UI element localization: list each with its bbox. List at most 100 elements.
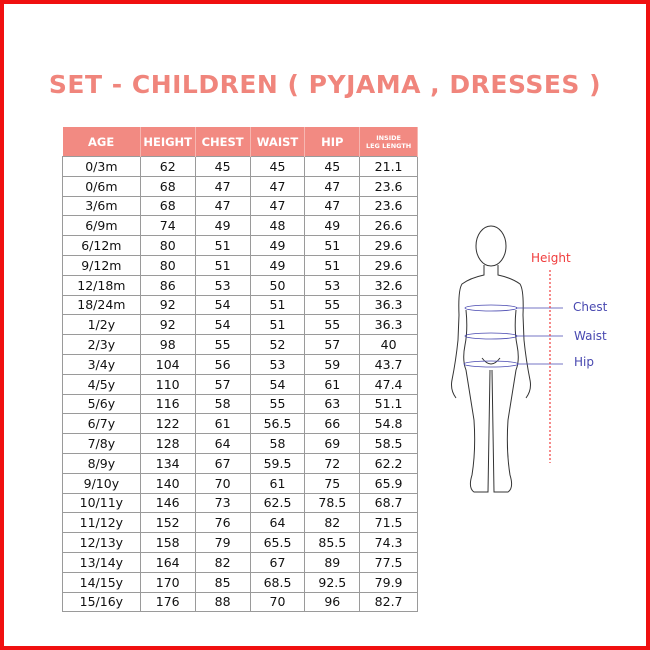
- table-cell: 51: [194, 235, 251, 256]
- table-cell: 53: [249, 353, 306, 375]
- table-cell: 29.6: [359, 235, 418, 256]
- table-cell: 67: [249, 551, 306, 573]
- table-cell: 80: [139, 235, 196, 256]
- table-cell: 15/16y: [62, 591, 141, 613]
- column-header: WAIST: [250, 127, 306, 157]
- table-cell: 12/18m: [62, 274, 141, 296]
- table-cell: 51.1: [359, 393, 418, 415]
- table-cell: 134: [139, 452, 196, 474]
- table-cell: 66: [304, 413, 361, 435]
- table-cell: 85: [194, 571, 251, 593]
- table-cell: 36.3: [359, 314, 418, 336]
- table-cell: 73: [194, 492, 251, 514]
- table-cell: 3/4y: [62, 353, 141, 375]
- table-cell: 26.6: [359, 215, 418, 237]
- table-cell: 82: [194, 551, 251, 573]
- table-cell: 23.6: [359, 175, 418, 197]
- table-cell: 59.5: [249, 452, 306, 474]
- table-cell: 78.5: [304, 492, 361, 514]
- table-cell: 0/3m: [62, 156, 141, 177]
- table-cell: 146: [139, 492, 196, 514]
- table-cell: 68: [139, 175, 196, 197]
- table-cell: 170: [139, 571, 196, 593]
- table-row: 15/16y 176 88 70 96 82.7: [62, 591, 418, 613]
- table-cell: 110: [139, 373, 196, 395]
- table-row: 6/12m 80 51 49 51 29.6: [62, 235, 418, 256]
- table-cell: 74.3: [359, 532, 418, 553]
- height-label: Height: [531, 251, 571, 265]
- table-cell: 86: [139, 274, 196, 296]
- table-row: 9/12m 80 51 49 51 29.6: [62, 254, 418, 276]
- table-cell: 58.5: [359, 433, 418, 454]
- table-row: 12/18m 86 53 50 53 32.6: [62, 274, 418, 296]
- size-table: AGE HEIGHT CHEST WAIST HIP INSIDE LEG LENGTH 0…: [62, 127, 418, 613]
- table-cell: 49: [194, 215, 251, 237]
- table-cell: 176: [139, 591, 196, 613]
- table-cell: 70: [194, 472, 251, 494]
- column-header: HEIGHT: [140, 127, 196, 157]
- table-cell: 74: [139, 215, 196, 237]
- table-cell: 164: [139, 551, 196, 573]
- table-cell: 85.5: [304, 532, 361, 553]
- table-cell: 53: [194, 274, 251, 296]
- table-cell: 57: [194, 373, 251, 395]
- table-cell: 55: [194, 334, 251, 355]
- table-cell: 55: [304, 294, 361, 316]
- table-cell: 23.6: [359, 195, 418, 217]
- table-cell: 67: [194, 452, 251, 474]
- table-cell: 98: [139, 334, 196, 355]
- table-cell: 6/9m: [62, 215, 141, 237]
- table-cell: 51: [249, 294, 306, 316]
- table-cell: 45: [304, 156, 361, 177]
- table-cell: 64: [194, 433, 251, 454]
- table-cell: 68.5: [249, 571, 306, 593]
- table-cell: 65.5: [249, 532, 306, 553]
- table-cell: 9/12m: [62, 254, 141, 276]
- table-cell: 29.6: [359, 254, 418, 276]
- table-row: 14/15y 170 85 68.5 92.5 79.9: [62, 571, 418, 593]
- table-cell: 40: [359, 334, 418, 355]
- table-cell: 62: [139, 156, 196, 177]
- table-cell: 6/12m: [62, 235, 141, 256]
- hip-label: Hip: [574, 355, 594, 369]
- child-body-outline: [451, 225, 563, 493]
- table-cell: 47: [249, 175, 306, 197]
- table-row: 11/12y 152 76 64 82 71.5: [62, 512, 418, 534]
- table-cell: 54.8: [359, 413, 418, 435]
- table-cell: 58: [194, 393, 251, 415]
- column-header: INSIDE LEG LENGTH: [359, 127, 418, 157]
- table-cell: 88: [194, 591, 251, 613]
- table-cell: 56.5: [249, 413, 306, 435]
- table-cell: 54: [249, 373, 306, 395]
- table-row: 0/3m 62 45 45 45 21.1: [62, 156, 418, 177]
- table-cell: 50: [249, 274, 306, 296]
- table-cell: 92: [139, 294, 196, 316]
- page-title: SET - CHILDREN ( PYJAMA , DRESSES ): [48, 70, 602, 99]
- table-cell: 69: [304, 433, 361, 454]
- table-cell: 116: [139, 393, 196, 415]
- table-cell: 51: [194, 254, 251, 276]
- table-header: AGE HEIGHT CHEST WAIST HIP INSIDE LEG LENGTH: [62, 127, 418, 157]
- table-row: 12/13y 158 79 65.5 85.5 74.3: [62, 532, 418, 553]
- table-cell: 11/12y: [62, 512, 141, 534]
- table-cell: 49: [249, 254, 306, 276]
- table-row: 4/5y 110 57 54 61 47.4: [62, 373, 418, 395]
- table-cell: 77.5: [359, 551, 418, 573]
- table-row: 18/24m 92 54 51 55 36.3: [62, 294, 418, 316]
- table-cell: 9/10y: [62, 472, 141, 494]
- table-row: 13/14y 164 82 67 89 77.5: [62, 551, 418, 573]
- column-header: HIP: [304, 127, 361, 157]
- table-cell: 92: [139, 314, 196, 336]
- table-cell: 1/2y: [62, 314, 141, 336]
- table-cell: 10/11y: [62, 492, 141, 514]
- table-cell: 158: [139, 532, 196, 553]
- table-cell: 80: [139, 254, 196, 276]
- table-cell: 3/6m: [62, 195, 141, 217]
- table-cell: 47: [194, 175, 251, 197]
- table-cell: 47: [304, 195, 361, 217]
- table-cell: 43.7: [359, 353, 418, 375]
- table-cell: 68: [139, 195, 196, 217]
- table-row: 7/8y 128 64 58 69 58.5: [62, 433, 418, 454]
- table-cell: 82.7: [359, 591, 418, 613]
